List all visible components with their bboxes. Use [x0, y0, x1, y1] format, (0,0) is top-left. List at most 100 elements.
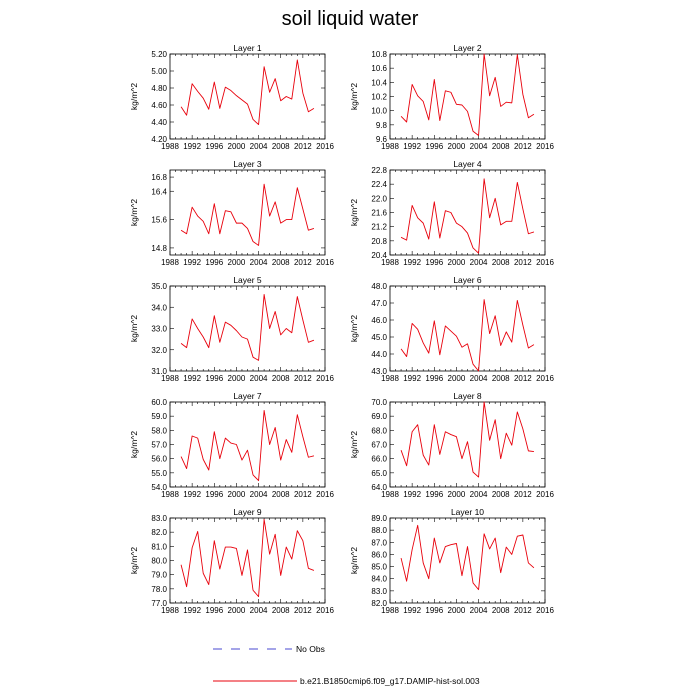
x-tick-label: 1988 [161, 258, 179, 267]
x-tick-label: 1996 [205, 374, 223, 383]
x-tick-label: 1988 [381, 490, 399, 499]
x-tick-label: 1996 [205, 258, 223, 267]
plot-frame [169, 401, 326, 488]
y-tick-label: 88.0 [371, 526, 387, 535]
x-tick-label: 2012 [514, 490, 532, 499]
y-axis-label: kg/m^2 [129, 199, 139, 226]
y-axis-label: kg/m^2 [129, 547, 139, 574]
x-tick-label: 2012 [514, 606, 532, 615]
panel-layer-10: Layer 10 kg/m^2 1988 1992 1996 2000 2004 2008 20… [349, 507, 554, 615]
series-line [180, 59, 315, 126]
x-tick-label: 1992 [403, 258, 421, 267]
y-tick-label: 45.0 [371, 333, 387, 342]
y-tick-label: 87.0 [371, 538, 387, 547]
x-tick-label: 2008 [492, 490, 510, 499]
panel-title: Layer 2 [453, 43, 482, 53]
y-tick-label: 81.0 [151, 542, 167, 551]
x-tick-label: 2012 [294, 258, 312, 267]
panel-layer-3: Layer 3 kg/m^2 1988 1992 1996 2000 2004 2008 201… [129, 159, 334, 267]
y-tick-label: 78.0 [151, 585, 167, 594]
x-tick-label: 2012 [514, 258, 532, 267]
y-tick-label: 21.6 [371, 209, 387, 218]
y-tick-label: 22.0 [371, 194, 387, 203]
y-tick-label: 31.0 [151, 367, 167, 376]
y-axis-label: kg/m^2 [349, 547, 359, 574]
plot-frame [389, 401, 546, 488]
series-line [180, 294, 315, 361]
x-tick-label: 2000 [228, 142, 246, 151]
y-tick-label: 16.8 [151, 173, 167, 182]
x-tick-label: 2000 [448, 374, 466, 383]
series-line [400, 53, 535, 136]
series-line [400, 401, 534, 478]
panel-layer-6: Layer 6 kg/m^2 1988 1992 1996 2000 2004 2008 201… [349, 275, 554, 383]
y-tick-label: 32.0 [151, 346, 167, 355]
x-tick-label: 2012 [294, 606, 312, 615]
series-line [400, 524, 535, 591]
y-tick-label: 82.0 [371, 599, 387, 608]
x-tick-label: 2000 [448, 490, 466, 499]
y-tick-label: 60.0 [151, 398, 167, 407]
x-tick-label: 2004 [250, 606, 268, 615]
x-tick-label: 1992 [183, 606, 201, 615]
x-tick-label: 2000 [228, 490, 246, 499]
y-tick-label: 85.0 [371, 563, 387, 572]
x-tick-label: 2008 [272, 606, 290, 615]
panel-layer-7: Layer 7 kg/m^2 1988 1992 1996 2000 2004 2008 201… [129, 391, 334, 499]
x-tick-label: 1988 [161, 374, 179, 383]
panel-title: Layer 4 [453, 159, 482, 169]
panel-layer-2: Layer 2 kg/m^2 1988 1992 1996 2000 2004 2008 201… [349, 43, 554, 151]
x-tick-label: 2008 [272, 258, 290, 267]
plot-frame [389, 53, 546, 140]
y-tick-label: 9.8 [376, 121, 388, 130]
x-tick-label: 1992 [403, 606, 421, 615]
plot-frame [169, 517, 326, 604]
x-tick-label: 1992 [403, 142, 421, 151]
panel-title: Layer 3 [233, 159, 262, 169]
x-tick-label: 1996 [205, 490, 223, 499]
x-tick-label: 2000 [448, 142, 466, 151]
plot-frame [389, 169, 546, 256]
x-tick-label: 2012 [294, 142, 312, 151]
y-tick-label: 4.60 [151, 101, 167, 110]
panel-layer-5: Layer 5 kg/m^2 1988 1992 1996 2000 2004 2008 201… [129, 275, 334, 383]
panel-layer-8: Layer 8 kg/m^2 1988 1992 1996 2000 2004 2008 201… [349, 391, 554, 499]
y-tick-label: 10.4 [371, 78, 387, 87]
y-tick-label: 69.0 [371, 412, 387, 421]
y-tick-label: 33.0 [151, 325, 167, 334]
y-tick-label: 10.2 [371, 93, 387, 102]
y-tick-label: 4.40 [151, 118, 167, 127]
x-tick-label: 2004 [470, 374, 488, 383]
chart-title: soil liquid water [281, 8, 419, 30]
y-tick-label: 20.8 [371, 237, 387, 246]
x-tick-label: 2000 [228, 606, 246, 615]
y-tick-label: 4.20 [151, 135, 167, 144]
y-tick-label: 68.0 [371, 426, 387, 435]
x-tick-label: 2004 [250, 258, 268, 267]
y-tick-label: 15.6 [151, 216, 167, 225]
x-tick-label: 2012 [514, 142, 532, 151]
y-tick-label: 64.0 [371, 483, 387, 492]
x-tick-label: 2016 [536, 490, 554, 499]
x-tick-label: 2016 [316, 374, 334, 383]
y-tick-label: 79.0 [151, 571, 167, 580]
x-tick-label: 2004 [470, 606, 488, 615]
panel-layer-4: Layer 4 kg/m^2 1988 1992 1996 2000 2004 2008 201… [349, 159, 554, 267]
x-tick-label: 1996 [425, 142, 443, 151]
x-tick-label: 2016 [536, 142, 554, 151]
x-tick-label: 2000 [448, 258, 466, 267]
x-tick-label: 2012 [294, 490, 312, 499]
x-tick-label: 2016 [316, 490, 334, 499]
x-tick-label: 2000 [228, 374, 246, 383]
x-tick-label: 1992 [403, 374, 421, 383]
x-tick-label: 1996 [205, 142, 223, 151]
y-tick-label: 70.0 [371, 398, 387, 407]
x-tick-label: 2008 [272, 490, 290, 499]
x-tick-label: 1988 [161, 142, 179, 151]
x-tick-label: 2016 [536, 374, 554, 383]
y-tick-label: 66.0 [371, 455, 387, 464]
x-tick-label: 1996 [205, 606, 223, 615]
series-line [400, 299, 535, 372]
y-tick-label: 14.8 [151, 244, 167, 253]
